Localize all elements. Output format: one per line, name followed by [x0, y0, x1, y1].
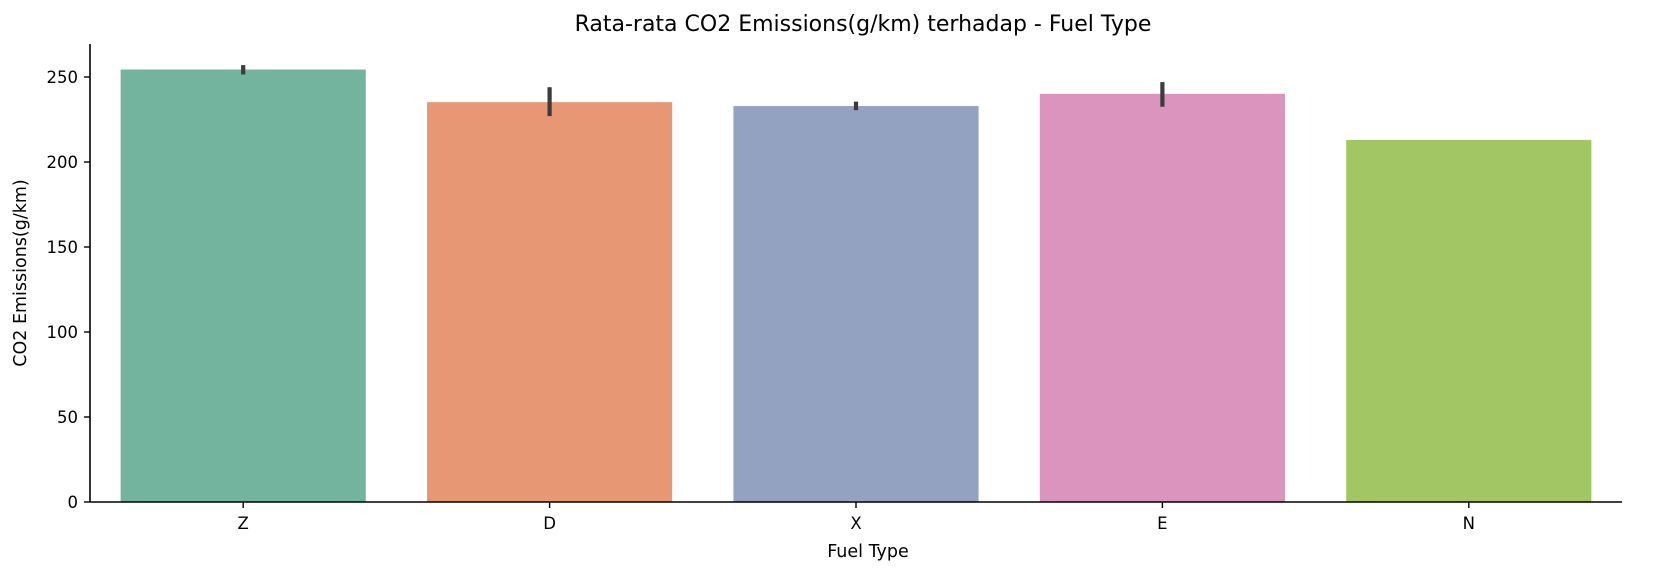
error-bars-group — [241, 65, 1165, 117]
y-tick-label: 150 — [47, 238, 79, 257]
y-axis-label: CO2 Emissions(g/km) — [11, 179, 31, 367]
bar-N — [1346, 139, 1592, 502]
bars-group — [120, 69, 1592, 503]
x-axis-label: Fuel Type — [827, 542, 909, 562]
chart-title: Rata-rata CO2 Emissions(g/km) terhadap -… — [575, 12, 1152, 37]
bar-D — [427, 102, 673, 502]
x-tick-label: D — [543, 514, 556, 533]
y-ticks-group: 0 50 100 150 200 250 — [47, 68, 90, 512]
y-tick-label: 0 — [68, 493, 79, 512]
y-tick-label: 250 — [47, 68, 79, 87]
x-tick-label: X — [850, 514, 861, 533]
bar-E — [1039, 93, 1285, 502]
bar-Z — [120, 69, 366, 503]
x-tick-label: E — [1157, 514, 1167, 533]
y-tick-label: 50 — [57, 408, 78, 427]
x-tick-label: N — [1463, 514, 1475, 533]
y-tick-label: 200 — [47, 153, 79, 172]
y-tick-label: 100 — [47, 323, 79, 342]
bar-X — [733, 106, 979, 502]
x-tick-label: Z — [238, 514, 249, 533]
